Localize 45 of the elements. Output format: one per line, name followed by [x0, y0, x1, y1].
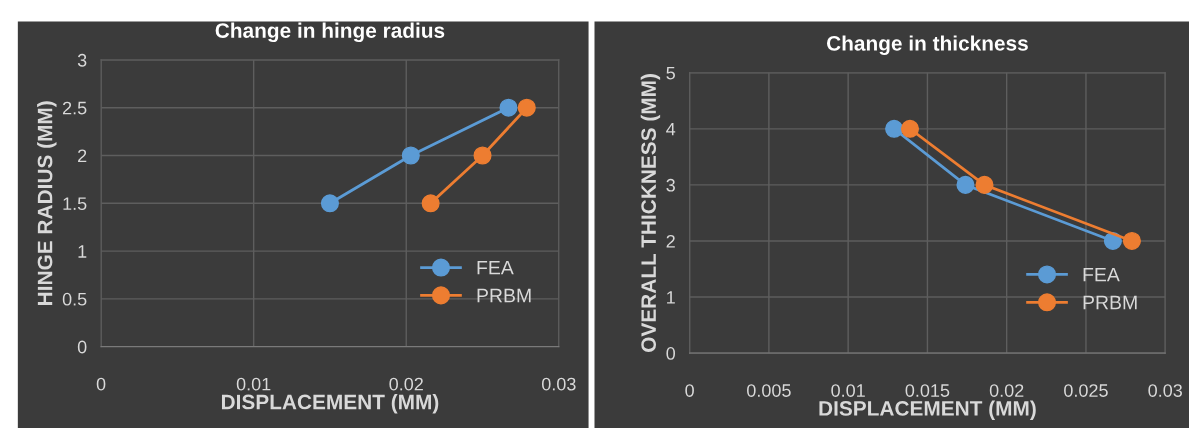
point — [956, 175, 975, 194]
point — [1122, 231, 1141, 250]
point — [421, 194, 440, 213]
y-tick-label: 1 — [667, 291, 675, 304]
y-tick-label: 0 — [77, 340, 87, 354]
y-axis-title: OVERALL THICKNESS (MM) — [640, 74, 661, 352]
x-tick-label: 0.02 — [989, 384, 1024, 397]
chart-title: Change in thickness — [826, 35, 1028, 55]
x-tick-label: 0.01 — [831, 384, 865, 397]
x-tick-label: 0.025 — [1064, 384, 1108, 397]
x-axis-title: DISPLACEMENT (MM) — [221, 394, 439, 414]
y-tick-label: 2.5 — [62, 101, 87, 115]
point — [900, 119, 920, 138]
legend-label: FEA — [1083, 267, 1120, 282]
x-tick-label: 0.01 — [236, 377, 271, 391]
x-tick-label: 0.005 — [747, 384, 791, 397]
y-tick-label: 5 — [666, 66, 675, 80]
x-tick-label: 0 — [685, 384, 694, 397]
legend-label: PRBM — [477, 288, 531, 303]
x-tick-label: 0.03 — [1148, 384, 1182, 397]
point — [517, 98, 536, 117]
point — [320, 194, 339, 213]
y-tick-label: 4 — [666, 122, 676, 136]
point — [499, 98, 518, 117]
chart-title: Change in hinge radius — [215, 22, 445, 43]
legend-label: FEA — [477, 260, 514, 275]
x-axis-title: DISPLACEMENT (MM) — [819, 400, 1036, 420]
y-tick-label: 2 — [78, 149, 87, 163]
y-axis-title: HINGE RADIUS (MM) — [37, 101, 57, 305]
x-tick-label: 0.02 — [389, 377, 423, 391]
y-tick-label: 0 — [666, 347, 676, 360]
y-tick-label: 3 — [77, 53, 87, 67]
y-tick-label: 2 — [666, 234, 675, 248]
x-tick-label: 0.015 — [905, 384, 950, 397]
point — [975, 175, 994, 194]
point — [401, 146, 420, 165]
x-tick-label: 0.03 — [541, 377, 576, 391]
x-tick-label: 0 — [96, 377, 106, 391]
y-tick-label: 0.5 — [62, 292, 87, 306]
point — [885, 119, 904, 138]
y-tick-label: 1.5 — [63, 197, 87, 211]
legend-label: PRBM — [1083, 295, 1137, 310]
y-tick-label: 1 — [78, 245, 87, 258]
point — [473, 146, 492, 165]
y-tick-label: 3 — [666, 178, 675, 192]
